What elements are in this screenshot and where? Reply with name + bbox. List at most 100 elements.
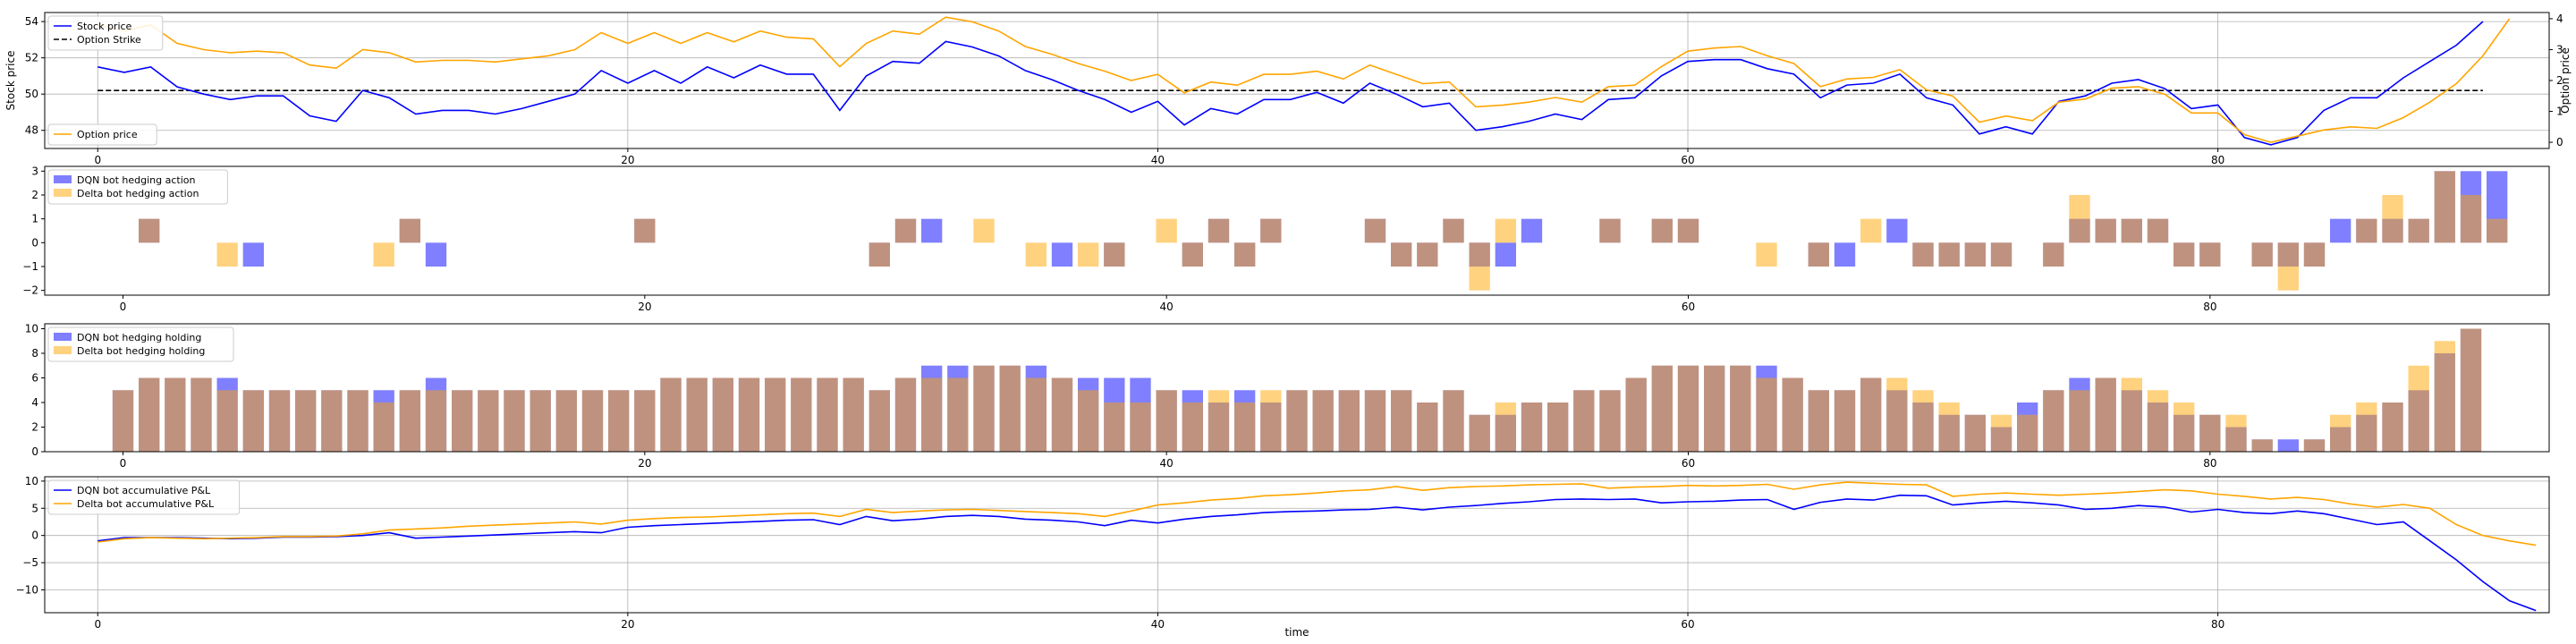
y2-tick-label: 4 — [2556, 13, 2563, 25]
bar-delta — [1312, 390, 1334, 452]
bar-delta — [1651, 365, 1673, 452]
bar-delta — [1495, 402, 1516, 452]
bar-delta — [947, 377, 969, 452]
bar-delta — [2356, 402, 2377, 452]
bar-delta — [2382, 195, 2403, 243]
bar-delta — [1208, 218, 1230, 243]
bar-delta — [1182, 242, 1203, 267]
bar-delta — [1573, 390, 1595, 452]
legend-label: DQN bot hedging holding — [77, 332, 201, 343]
bar-delta — [321, 390, 343, 452]
bar-delta — [112, 390, 134, 452]
legend: DQN bot accumulative P&L Delta bot accumu… — [47, 479, 241, 515]
y-tick-label: 2 — [31, 189, 38, 201]
x-tick-label: 40 — [1151, 618, 1165, 631]
bar-delta — [1860, 377, 1882, 452]
legend-swatch — [54, 189, 72, 197]
bar-delta — [765, 377, 786, 452]
bar-delta — [1338, 390, 1360, 452]
bar-delta — [2121, 377, 2142, 452]
bar-delta — [2017, 414, 2038, 452]
bar-delta — [1704, 365, 1725, 452]
x-tick-label: 0 — [94, 618, 101, 631]
bar-delta — [2069, 390, 2090, 452]
bar-dqn — [1051, 242, 1073, 267]
y-tick-label: 10 — [25, 323, 38, 335]
y-tick-label: 0 — [31, 445, 38, 458]
bar-delta — [2251, 439, 2273, 452]
legend-frame — [47, 326, 234, 362]
legend-frame — [47, 15, 164, 51]
panel-1: 0 20 40 60 80 48 50 52 54 0 1 2 3 4 Stock price Option … — [4, 12, 2572, 166]
bar-delta — [2174, 402, 2195, 452]
bar-delta — [1417, 402, 1438, 452]
bar-delta — [921, 377, 943, 452]
bar-delta — [1443, 390, 1464, 452]
bar-delta — [1730, 365, 1751, 452]
legend-swatch — [54, 175, 72, 183]
bar-delta — [2043, 390, 2064, 452]
axes-frame — [44, 12, 2550, 149]
bar-delta — [1964, 242, 1986, 267]
bar-delta — [712, 377, 733, 452]
bar-delta — [2199, 414, 2221, 452]
y-tick-label: −10 — [16, 583, 38, 596]
x-tick-label: 0 — [120, 457, 127, 470]
bar-delta — [1756, 242, 1777, 267]
y-tick-label: 8 — [31, 347, 38, 360]
y-tick-label: 54 — [25, 15, 38, 28]
y2-axis-label: Option price — [2559, 47, 2572, 114]
bar-delta — [1990, 414, 2012, 452]
bar-delta — [530, 390, 551, 452]
bar-delta — [2356, 218, 2377, 243]
legend-label: DQN bot hedging action — [77, 174, 195, 186]
bar-delta — [738, 377, 760, 452]
bar-delta — [478, 390, 499, 452]
y-axis-label: Stock price — [4, 51, 17, 111]
bar-delta — [869, 242, 890, 267]
series-line-1 — [97, 481, 2537, 547]
bar-delta — [2199, 242, 2221, 267]
y2-tick-label: 2 — [2556, 74, 2563, 87]
bar-delta — [1912, 242, 1934, 267]
y-tick-label: 2 — [31, 421, 38, 434]
bar-delta — [686, 377, 708, 452]
legend-swatch — [54, 346, 72, 354]
bar-delta — [1156, 218, 1177, 243]
bar-delta — [373, 402, 394, 452]
legend-label: Stock price — [77, 21, 132, 32]
legend-frame — [47, 169, 228, 205]
bar-dqn — [2330, 218, 2351, 243]
bar-delta — [1260, 218, 1282, 243]
bar-delta — [2121, 218, 2142, 243]
legend-label: DQN bot accumulative P&L — [77, 485, 211, 496]
bar-delta — [869, 390, 890, 452]
bar-delta — [1990, 242, 2012, 267]
bar-delta — [1156, 390, 1177, 452]
bar-delta — [973, 218, 995, 243]
y2-tick-label: 0 — [2556, 136, 2563, 148]
y-tick-label: 50 — [25, 88, 38, 100]
bar-delta — [1104, 242, 1125, 267]
series-line-1 — [97, 16, 2511, 143]
x-tick-label: 60 — [1682, 301, 1695, 313]
bar-delta — [1651, 218, 1673, 243]
bar-delta — [660, 377, 682, 452]
x-tick-label: 40 — [1160, 301, 1174, 313]
bar-delta — [1938, 402, 1960, 452]
bar-delta — [1808, 242, 1829, 267]
legend: Stock price Option Strike — [47, 15, 164, 51]
bar-delta — [2408, 218, 2429, 243]
x-tick-label: 60 — [1681, 618, 1694, 631]
bar-delta — [1677, 218, 1699, 243]
bar-delta — [2434, 341, 2455, 452]
bar-dqn — [921, 218, 943, 243]
x-tick-label: 20 — [621, 154, 634, 166]
bar-delta — [555, 390, 577, 452]
bar-delta — [1234, 242, 1256, 267]
bar-delta — [1025, 377, 1046, 452]
bar-delta — [817, 377, 838, 452]
bar-delta — [2382, 402, 2403, 452]
bar-dqn — [1886, 218, 1908, 243]
y-tick-label: 5 — [31, 502, 38, 514]
